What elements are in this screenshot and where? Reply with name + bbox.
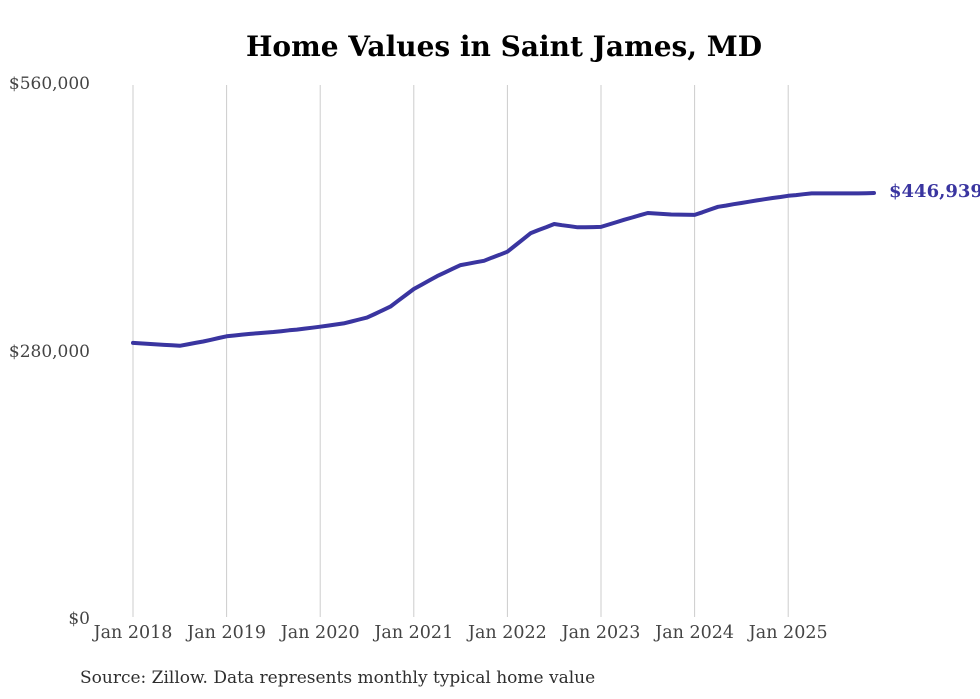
chart-title: Home Values in Saint James, MD xyxy=(245,30,763,63)
y-tick-label: $280,000 xyxy=(8,341,90,362)
x-tick-label: Jan 2022 xyxy=(467,623,547,643)
y-tick-label: $560,000 xyxy=(8,74,90,94)
source-note: Source: Zillow. Data represents monthly … xyxy=(80,668,596,688)
x-tick-label: Jan 2025 xyxy=(748,623,828,643)
home-value-line xyxy=(131,191,876,348)
x-tick-label: Jan 2021 xyxy=(374,623,454,643)
end-value-label: $446,939 xyxy=(889,181,980,202)
x-tick-label: Jan 2018 xyxy=(93,623,173,643)
x-tick-label: Jan 2023 xyxy=(561,623,641,643)
x-tick-label: Jan 2024 xyxy=(655,623,735,643)
x-tick-label: Jan 2019 xyxy=(187,623,267,643)
x-tick-label: Jan 2020 xyxy=(280,623,360,643)
y-tick-label: $0 xyxy=(68,609,90,629)
gridlines xyxy=(132,85,789,617)
